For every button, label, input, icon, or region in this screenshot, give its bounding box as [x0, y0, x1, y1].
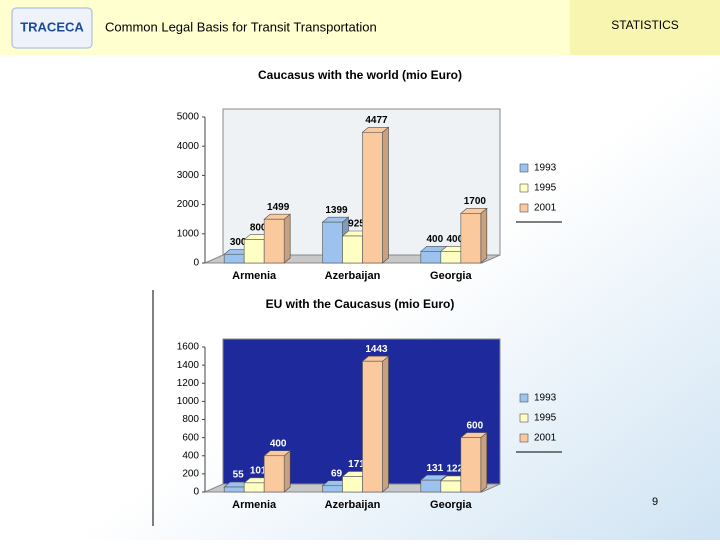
bar-side: [480, 431, 488, 493]
value-label: 400: [426, 234, 443, 245]
value-label: 55: [233, 470, 245, 481]
bar: [460, 437, 482, 493]
value-label: 1399: [325, 205, 348, 216]
legend-swatch: [519, 203, 529, 213]
y-tick-label: 0: [193, 487, 199, 498]
bar: [322, 221, 343, 264]
bar: [243, 239, 265, 264]
bar-side: [283, 450, 291, 493]
y-tick-label: 1600: [177, 342, 200, 353]
bar: [342, 235, 363, 264]
y-tick-label: 800: [182, 414, 199, 425]
header-title: Common Legal Basis for Transit Transport…: [105, 19, 377, 34]
chart-title: Caucasus with the world (mio Euro): [258, 68, 462, 82]
x-tick-label: Armenia: [232, 499, 277, 511]
bar: [243, 482, 265, 493]
bar: [223, 253, 245, 264]
legend-swatch: [519, 433, 529, 443]
bar: [362, 360, 383, 493]
y-tick-label: 4000: [177, 141, 200, 152]
value-label: 122: [446, 464, 463, 475]
logo: TRACECA: [20, 19, 84, 34]
bar: [342, 476, 363, 493]
value-label: 800: [250, 222, 267, 233]
bar: [223, 486, 245, 493]
bar: [440, 480, 462, 493]
y-tick-label: 2000: [177, 199, 200, 210]
legend-label: 2001: [534, 203, 557, 214]
y-tick-label: 1000: [177, 396, 200, 407]
logo-box: [11, 7, 93, 49]
bar: [263, 218, 285, 264]
value-label: 400: [270, 438, 287, 449]
y-tick-label: 200: [182, 469, 199, 480]
bar-side: [480, 207, 488, 264]
y-tick-label: 0: [193, 258, 199, 269]
y-tick-label: 1400: [177, 360, 200, 371]
value-label: 1499: [267, 202, 290, 213]
x-tick-label: Armenia: [232, 270, 277, 282]
value-label: 69: [331, 468, 343, 479]
header-band: [0, 0, 570, 55]
y-tick-label: 3000: [177, 170, 200, 181]
legend-swatch: [519, 393, 529, 403]
bar: [322, 485, 343, 493]
y-tick-label: 1200: [177, 378, 200, 389]
bar-side: [382, 355, 389, 493]
y-tick-label: 400: [182, 450, 199, 461]
legend-label: 1993: [534, 393, 557, 404]
bar-side: [283, 213, 291, 264]
y-tick-label: 5000: [177, 112, 200, 123]
value-label: 925: [348, 219, 365, 230]
section-title: STATISTICS: [611, 18, 679, 32]
x-tick-label: Azerbaijan: [325, 270, 381, 282]
bar: [362, 131, 383, 264]
x-tick-label: Azerbaijan: [325, 499, 381, 511]
bar: [440, 251, 462, 264]
x-tick-label: Georgia: [430, 499, 472, 511]
legend-label: 1995: [534, 413, 557, 424]
legend-label: 1993: [534, 163, 557, 174]
header-section-band: [570, 0, 720, 55]
value-label: 1443: [365, 344, 388, 355]
x-tick-label: Georgia: [430, 270, 472, 282]
bar: [420, 251, 442, 264]
value-label: 300: [230, 237, 247, 248]
bar: [263, 455, 285, 493]
legend-swatch: [519, 183, 529, 193]
value-label: 131: [426, 463, 443, 474]
y-tick-label: 1000: [177, 228, 200, 239]
bar-side: [382, 126, 389, 264]
value-label: 1700: [464, 196, 487, 207]
page-number: 9: [652, 496, 658, 508]
y-tick-label: 600: [182, 432, 199, 443]
value-label: 101: [250, 465, 267, 476]
chart-title: EU with the Caucasus (mio Euro): [266, 297, 455, 311]
bar: [460, 213, 482, 264]
bar: [420, 479, 442, 493]
value-label: 171: [348, 459, 365, 470]
legend-swatch: [519, 163, 529, 173]
legend-label: 2001: [534, 433, 557, 444]
value-label: 400: [446, 234, 463, 245]
legend-swatch: [519, 413, 529, 423]
legend-label: 1995: [534, 183, 557, 194]
value-label: 4477: [365, 115, 388, 126]
value-label: 600: [466, 420, 483, 431]
